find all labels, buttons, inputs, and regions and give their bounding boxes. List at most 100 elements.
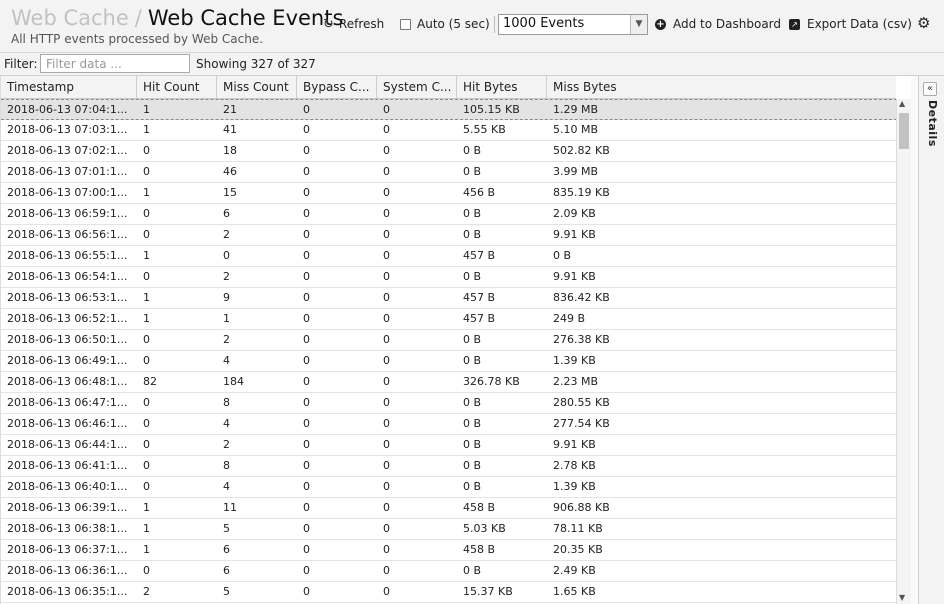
table-row[interactable]: 2018-06-13 06:44:1... 0 2 0 0 0 B 9.91 KB — [1, 435, 896, 456]
cell-hit-bytes: 15.37 KB — [463, 585, 513, 598]
refresh-icon: ↻ — [323, 16, 334, 32]
splitter[interactable] — [911, 76, 918, 604]
cell-miss-count: 184 — [223, 375, 244, 388]
table-row[interactable]: 2018-06-13 07:02:1... 0 18 0 0 0 B 502.82 KB — [1, 141, 896, 162]
cell-timestamp: 2018-06-13 06:39:1... — [7, 501, 128, 514]
cell-hit-count: 0 — [143, 417, 150, 430]
scroll-down-icon[interactable]: ▼ — [899, 593, 906, 602]
cell-miss-bytes: 1.39 KB — [553, 354, 596, 367]
cell-bypass-count: 0 — [303, 186, 310, 199]
column-header-hit-count[interactable]: Hit Count — [137, 76, 217, 99]
cell-miss-bytes: 20.35 KB — [553, 543, 603, 556]
table-row[interactable]: 2018-06-13 06:59:1... 0 6 0 0 0 B 2.09 KB — [1, 204, 896, 225]
cell-hit-count: 0 — [143, 438, 150, 451]
cell-timestamp: 2018-06-13 06:37:1... — [7, 543, 128, 556]
cell-hit-count: 1 — [143, 186, 150, 199]
cell-hit-count: 0 — [143, 270, 150, 283]
column-header-system-count[interactable]: System C... — [377, 76, 457, 99]
table-row[interactable]: 2018-06-13 07:00:1... 1 15 0 0 456 B 835.19 KB — [1, 183, 896, 204]
table-row[interactable]: 2018-06-13 06:54:1... 0 2 0 0 0 B 9.91 KB — [1, 267, 896, 288]
column-header-miss-bytes[interactable]: Miss Bytes — [553, 80, 617, 94]
export-data-label: Export Data (csv) — [807, 17, 912, 31]
cell-timestamp: 2018-06-13 06:50:1... — [7, 333, 128, 346]
cell-hit-count: 1 — [143, 522, 150, 535]
table-row[interactable]: 2018-06-13 07:04:1... 1 21 0 0 105.15 KB 1.29 … — [1, 99, 896, 120]
table-row[interactable]: 2018-06-13 06:53:1... 1 9 0 0 457 B 836.42 KB — [1, 288, 896, 309]
table-row[interactable]: 2018-06-13 06:35:1... 2 5 0 0 15.37 KB 1.65 KB — [1, 582, 896, 603]
cell-hit-count: 1 — [143, 543, 150, 556]
cell-hit-bytes: 5.55 KB — [463, 123, 506, 136]
filter-bar: Filter: Showing 327 of 327 — [0, 53, 944, 76]
table-row[interactable]: 2018-06-13 06:40:1... 0 4 0 0 0 B 1.39 KB — [1, 477, 896, 498]
column-header-hit-bytes[interactable]: Hit Bytes — [457, 76, 547, 99]
cell-hit-bytes: 5.03 KB — [463, 522, 506, 535]
toolbar-divider — [494, 16, 495, 33]
chevron-down-icon[interactable]: ▼ — [630, 15, 647, 34]
column-header-timestamp[interactable]: Timestamp — [1, 76, 137, 99]
breadcrumb-web-cache[interactable]: Web Cache — [11, 6, 129, 30]
events-count-select[interactable]: 1000 Events ▼ — [498, 14, 648, 35]
table-row[interactable]: 2018-06-13 06:46:1... 0 4 0 0 0 B 277.54 KB — [1, 414, 896, 435]
cell-hit-count: 0 — [143, 333, 150, 346]
table-row[interactable]: 2018-06-13 06:47:1... 0 8 0 0 0 B 280.55 KB — [1, 393, 896, 414]
table-row[interactable]: 2018-06-13 06:49:1... 0 4 0 0 0 B 1.39 KB — [1, 351, 896, 372]
column-header-miss-count[interactable]: Miss Count — [217, 76, 297, 99]
export-data-button[interactable]: ↗ Export Data (csv) — [789, 13, 912, 35]
cell-system-count: 0 — [383, 228, 390, 241]
plus-circle-icon: + — [655, 18, 666, 30]
cell-bypass-count: 0 — [303, 228, 310, 241]
cell-miss-count: 2 — [223, 438, 230, 451]
page-header: Web Cache / Web Cache Events All HTTP even… — [0, 0, 944, 53]
table-row[interactable]: 2018-06-13 06:48:1... 82 184 0 0 326.78 KB 2.2… — [1, 372, 896, 393]
cell-hit-count: 0 — [143, 354, 150, 367]
add-to-dashboard-button[interactable]: + Add to Dashboard — [655, 13, 781, 35]
table-row[interactable]: 2018-06-13 06:39:1... 1 11 0 0 458 B 906.88 KB — [1, 498, 896, 519]
cell-hit-count: 1 — [143, 103, 150, 116]
table-row[interactable]: 2018-06-13 06:41:1... 0 8 0 0 0 B 2.78 KB — [1, 456, 896, 477]
details-label: Details — [926, 100, 939, 147]
column-header-bypass-count[interactable]: Bypass C... — [297, 76, 377, 99]
details-panel-tab[interactable]: Details — [921, 100, 941, 180]
cell-bypass-count: 0 — [303, 438, 310, 451]
cell-hit-bytes: 0 B — [463, 396, 482, 409]
details-panel: « Details — [918, 76, 944, 604]
table-row[interactable]: 2018-06-13 07:03:1... 1 41 0 0 5.55 KB 5.10 MB — [1, 120, 896, 141]
cell-bypass-count: 0 — [303, 103, 310, 116]
table-scrollbar[interactable]: ▲ ▼ — [896, 99, 911, 604]
cell-bypass-count: 0 — [303, 417, 310, 430]
cell-timestamp: 2018-06-13 06:49:1... — [7, 354, 128, 367]
cell-system-count: 0 — [383, 459, 390, 472]
cell-miss-bytes: 1.29 MB — [553, 103, 599, 116]
auto-refresh-toggle[interactable]: Auto (5 sec) — [400, 13, 490, 35]
cell-hit-count: 2 — [143, 585, 150, 598]
cell-hit-bytes: 0 B — [463, 144, 482, 157]
cell-system-count: 0 — [383, 186, 390, 199]
cell-hit-bytes: 0 B — [463, 564, 482, 577]
table-row[interactable]: 2018-06-13 06:56:1... 0 2 0 0 0 B 9.91 KB — [1, 225, 896, 246]
cell-timestamp: 2018-06-13 06:47:1... — [7, 396, 128, 409]
cell-system-count: 0 — [383, 438, 390, 451]
auto-refresh-checkbox[interactable] — [400, 18, 411, 30]
cell-miss-count: 4 — [223, 417, 230, 430]
cell-bypass-count: 0 — [303, 165, 310, 178]
scroll-up-icon[interactable]: ▲ — [899, 99, 906, 108]
cell-hit-count: 0 — [143, 564, 150, 577]
table-row[interactable]: 2018-06-13 06:38:1... 1 5 0 0 5.03 KB 78.11 KB — [1, 519, 896, 540]
table-row[interactable]: 2018-06-13 06:50:1... 0 2 0 0 0 B 276.38 KB — [1, 330, 896, 351]
table-row[interactable]: 2018-06-13 06:52:1... 1 1 0 0 457 B 249 B — [1, 309, 896, 330]
refresh-button[interactable]: ↻ Refresh — [323, 13, 384, 35]
gear-icon[interactable]: ⚙ — [917, 14, 931, 32]
cell-miss-count: 2 — [223, 270, 230, 283]
cell-hit-count: 1 — [143, 312, 150, 325]
scrollbar-thumb[interactable] — [899, 113, 909, 149]
table-row[interactable]: 2018-06-13 06:36:1... 0 6 0 0 0 B 2.49 KB — [1, 561, 896, 582]
collapse-details-icon[interactable]: « — [923, 82, 937, 96]
cell-miss-count: 11 — [223, 501, 237, 514]
table-row[interactable]: 2018-06-13 07:01:1... 0 46 0 0 0 B 3.99 MB — [1, 162, 896, 183]
cell-miss-bytes: 2.23 MB — [553, 375, 599, 388]
cell-miss-count: 5 — [223, 585, 230, 598]
table-row[interactable]: 2018-06-13 06:37:1... 1 6 0 0 458 B 20.35 KB — [1, 540, 896, 561]
filter-input[interactable] — [40, 54, 190, 73]
cell-hit-bytes: 0 B — [463, 207, 482, 220]
table-row[interactable]: 2018-06-13 06:55:1... 1 0 0 0 457 B 0 B — [1, 246, 896, 267]
